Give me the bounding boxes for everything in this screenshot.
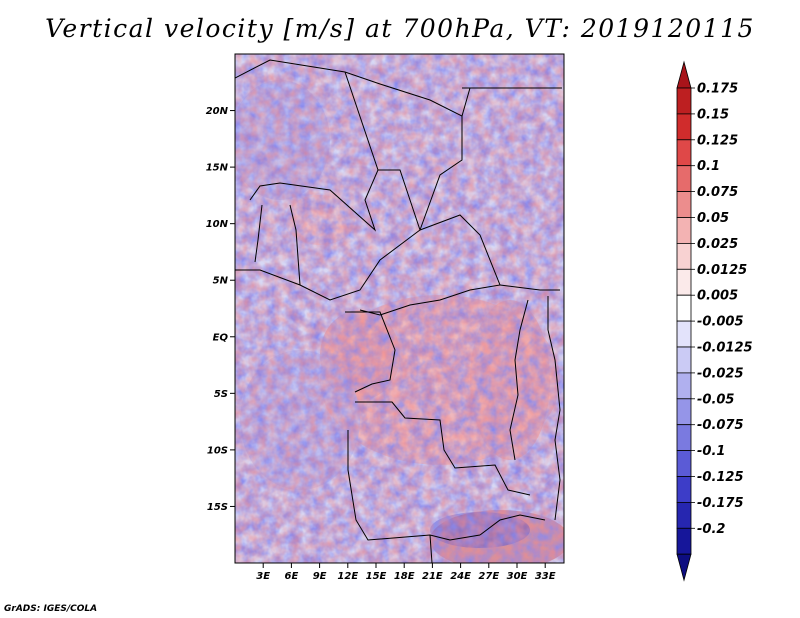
colorbar-swatch [676,398,692,426]
colorbar-swatch [676,191,692,218]
colorbar-swatch [676,424,692,452]
colorbar-swatch [676,320,692,348]
x-tick-label: 15E [366,571,387,582]
x-tick-label: 9E [313,571,327,582]
y-axis-ticks: 20N 15N 10N 5N EQ 5S 10S 15S [206,106,235,513]
x-tick-label: 27E [478,571,499,582]
x-tick-label: 18E [394,571,415,582]
y-tick-label: 20N [206,106,229,117]
y-tick-label: 10S [207,445,228,456]
colorbar-label: 0.075 [697,185,738,200]
colorbar-label: 0.1 [697,159,720,174]
colorbar-label: -0.025 [697,366,744,381]
colorbar-label: -0.125 [697,470,744,485]
x-tick-label: 12E [337,571,358,582]
colorbar-label: 0.175 [697,82,738,97]
colorbar: 0.175 0.15 0.125 0.1 0.075 0.05 0.025 0.0125 0.0… [676,60,753,582]
x-tick-label: 24E [450,571,471,582]
colorbar-swatch [676,527,692,555]
x-tick-label: 6E [285,571,299,582]
colorbar-swatch [676,139,692,167]
chart-title: Vertical velocity [m/s] at 700hPa, VT: 2… [45,14,755,43]
colorbar-label: -0.2 [697,522,725,537]
colorbar-extend-min [676,553,692,582]
colorbar-swatch [676,346,692,374]
x-axis-ticks: 3E 6E 9E 12E 15E 18E 21E 24E 27E 30E 33E [256,563,556,582]
colorbar-swatch [676,165,692,192]
colorbar-swatch [676,242,692,270]
colorbar-label: -0.1 [697,444,725,459]
colorbar-label: 0.0125 [697,263,747,278]
y-tick-label: EQ [213,332,229,343]
colorbar-label: 0.125 [697,133,738,148]
x-tick-label: 30E [507,571,528,582]
colorbar-label: 0.15 [697,107,729,122]
y-tick-label: 15S [207,502,228,513]
colorbar-label: 0.05 [697,211,729,226]
colorbar-label: -0.075 [697,418,744,433]
y-tick-label: 15N [206,163,229,174]
colorbar-label: -0.005 [697,315,744,330]
colorbar-swatch [676,87,692,115]
colorbar-extend-max [676,60,692,89]
colorbar-swatch [676,294,692,322]
colorbar-label: 0.025 [697,237,738,252]
colorbar-swatch [676,217,692,244]
grads-credit: GrADS: IGES/COLA [4,604,98,614]
map-frame [234,53,565,564]
colorbar-swatch [676,372,692,400]
colorbar-label: 0.005 [697,289,738,304]
colorbar-swatch [676,501,692,529]
colorbar-label: -0.175 [697,496,744,511]
colorbar-swatch [676,476,692,503]
colorbar-swatch [676,450,692,477]
colorbar-swatch [676,268,692,296]
colorbar-label: -0.05 [697,392,734,407]
x-tick-label: 3E [256,571,270,582]
colorbar-label: -0.0125 [697,341,753,356]
x-tick-label: 21E [422,571,443,582]
y-tick-label: 10N [206,219,229,230]
x-tick-label: 33E [535,571,556,582]
y-tick-label: 5S [214,389,228,400]
colorbar-swatch [676,113,692,141]
y-tick-label: 5N [213,276,229,287]
country-borders [235,59,562,563]
